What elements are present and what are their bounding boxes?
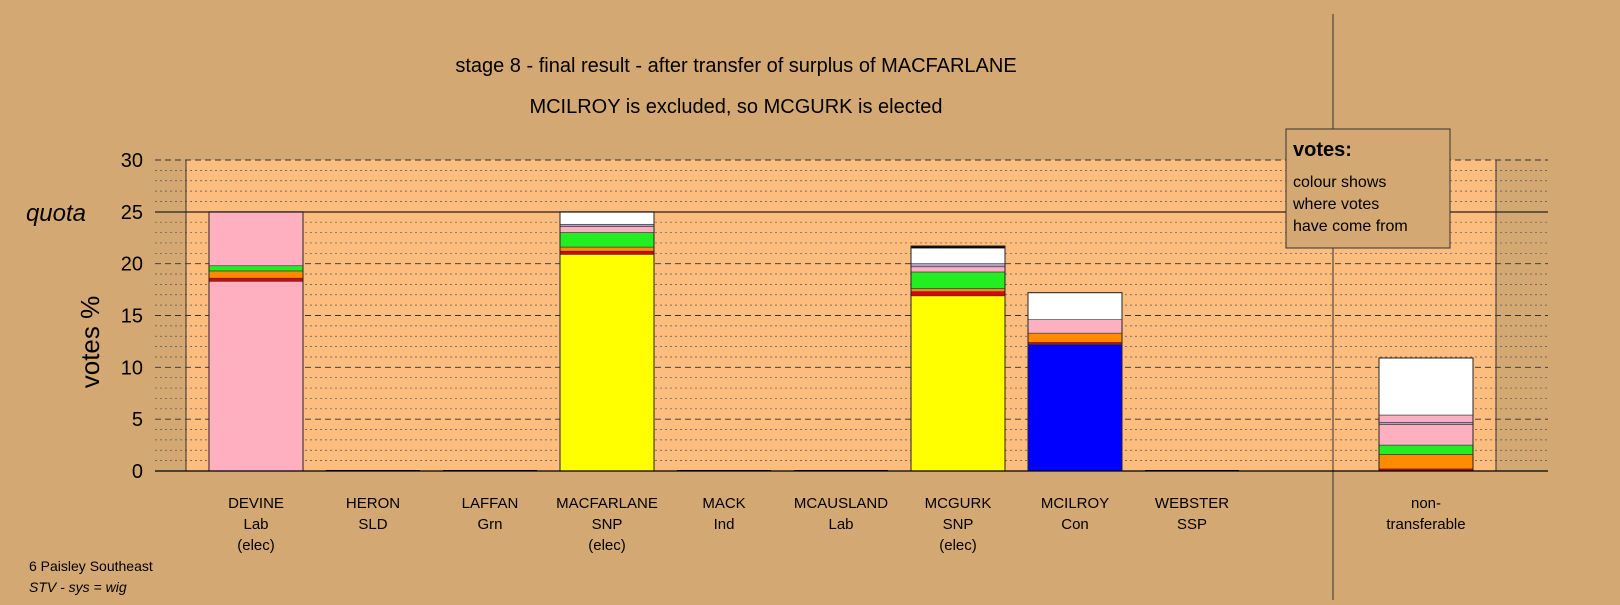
candidate-label: MCGURK [925,495,992,512]
bar-segment [1378,424,1474,446]
candidate-label: Ind [714,516,735,533]
bar-segment [559,211,655,225]
y-ticks: 0 5 10 15 20 25 30 [121,150,143,483]
bar-segment [910,288,1006,292]
y-tick-label: 15 [121,306,143,328]
bar-segment [1027,342,1123,345]
legend-line-2: where votes [1292,196,1379,213]
candidate-label: (elec) [588,537,626,554]
bars-group [208,211,1474,472]
bar-segment [910,291,1006,297]
candidate-label: Lab [243,516,268,533]
y-tick-label: 20 [121,254,143,276]
footer-constituency: 6 Paisley Southeast [29,558,153,574]
y-tick-label: 5 [132,409,143,431]
candidate-label: (elec) [939,537,977,554]
candidate-label: SNP [592,516,623,533]
candidate-label: Con [1061,516,1089,533]
candidate-label: (elec) [237,537,275,554]
bar-segment [559,223,655,227]
candidate-label: MACFARLANE [556,495,658,512]
legend-line-3: have come from [1293,218,1408,235]
candidate-label: MCILROY [1041,495,1109,512]
chart-subtitle: MCILROY is excluded, so MCGURK is electe… [529,96,942,118]
bar-segment [208,211,304,267]
candidate-label: transferable [1386,516,1465,533]
legend: votes: colour shows where votes have com… [1285,128,1451,249]
candidate-label: DEVINE [228,495,284,512]
bar-segment [208,280,304,472]
bar-segment [559,226,655,233]
legend-line-1: colour shows [1293,174,1386,191]
candidate-label: MACK [702,495,745,512]
y-tick-label: 0 [132,461,143,483]
bar-segment [1378,357,1474,416]
bar-segment [559,232,655,248]
legend-box [1285,128,1451,249]
candidate-label: Lab [828,516,853,533]
bar-segment [559,250,655,255]
bar-segment [1378,444,1474,455]
y-axis-label: votes % [75,296,105,389]
candidate-label: SNP [943,516,974,533]
quota-label: quota [26,200,86,227]
y-tick-label: 10 [121,357,143,379]
bar-segment [1378,421,1474,425]
candidate-label: LAFFAN [462,495,519,512]
bar-segment [208,265,304,272]
bar-segment [208,270,304,279]
bar-segment [559,246,655,252]
candidate-label: HERON [346,495,400,512]
bar-segment [910,266,1006,273]
candidate-label: WEBSTER [1155,495,1229,512]
bar-segment [1378,414,1474,423]
bar-segment [559,254,655,472]
y-tick-label: 25 [121,202,143,224]
chart-title: stage 8 - final result - after transfer … [455,55,1016,77]
bar-segment [910,271,1006,289]
candidate-label: SLD [358,516,387,533]
candidate-label: SSP [1177,516,1207,533]
bar-segment [1027,332,1123,343]
y-tick-label: 30 [121,150,143,172]
bar-segment [910,263,1006,268]
bar-segment [910,295,1006,472]
bar-segment [1378,454,1474,470]
footer-system: STV - sys = wig [29,579,127,595]
bar-segment [1027,344,1123,472]
x-labels: DEVINE Lab (elec) HERON SLD LAFFAN Grn MACFARLA… [228,495,1466,554]
candidate-label: MCAUSLAND [794,495,888,512]
candidate-label: Grn [477,516,502,533]
legend-title: votes: [1293,139,1352,161]
bar-segment [208,277,304,282]
bar-segment [1027,292,1123,320]
bar-segment [1027,319,1123,334]
candidate-label: non- [1411,495,1441,512]
bar-segment [910,247,1006,264]
